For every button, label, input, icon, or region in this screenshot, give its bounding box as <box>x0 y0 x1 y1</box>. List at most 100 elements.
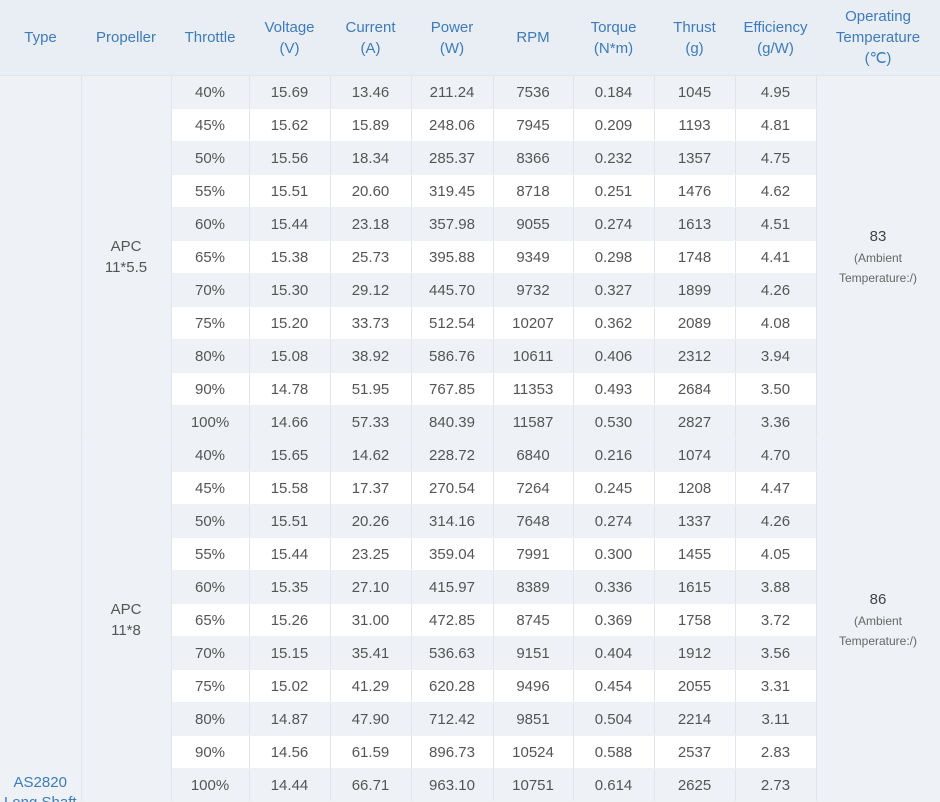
temperature-value: 83 <box>869 228 887 245</box>
thrust-cell: 1758 <box>654 603 736 637</box>
header-rpm: RPM <box>493 0 573 76</box>
rpm-cell: 7945 <box>493 108 574 142</box>
table-row: 90% 14.78 51.95 767.85 11353 0.493 2684 3.50 <box>0 372 940 406</box>
throttle-cell: 55% <box>171 537 250 571</box>
table-row: 45% 15.58 17.37 270.54 7264 0.245 1208 4.47 <box>0 471 940 505</box>
torque-cell: 0.404 <box>573 636 655 670</box>
thrust-cell: 1074 <box>654 438 736 472</box>
thrust-cell: 2312 <box>654 339 736 373</box>
efficiency-cell: 3.50 <box>735 372 817 406</box>
efficiency-cell: 3.88 <box>735 570 817 604</box>
voltage-cell: 14.66 <box>249 405 331 439</box>
efficiency-cell: 4.62 <box>735 174 817 208</box>
efficiency-cell: 3.56 <box>735 636 817 670</box>
power-cell: 357.98 <box>411 207 494 241</box>
throttle-cell: 45% <box>171 108 250 142</box>
power-cell: 314.16 <box>411 504 494 538</box>
efficiency-cell: 4.05 <box>735 537 817 571</box>
efficiency-cell: 4.75 <box>735 141 817 175</box>
efficiency-cell: 3.94 <box>735 339 817 373</box>
power-cell: 415.97 <box>411 570 494 604</box>
current-cell: 20.60 <box>330 174 412 208</box>
power-cell: 270.54 <box>411 471 494 505</box>
rpm-cell: 7991 <box>493 537 574 571</box>
thrust-cell: 1357 <box>654 141 736 175</box>
thrust-cell: 1899 <box>654 273 736 307</box>
efficiency-cell: 3.36 <box>735 405 817 439</box>
table-row: 50% 15.56 18.34 285.37 8366 0.232 1357 4.75 <box>0 141 940 175</box>
current-cell: 25.73 <box>330 240 412 274</box>
rpm-cell: 11353 <box>493 372 574 406</box>
throttle-cell: 65% <box>171 240 250 274</box>
rpm-cell: 7648 <box>493 504 574 538</box>
table-row: 80% 15.08 38.92 586.76 10611 0.406 2312 3.94 <box>0 339 940 373</box>
voltage-cell: 14.78 <box>249 372 331 406</box>
voltage-cell: 15.69 <box>249 75 331 109</box>
rpm-cell: 9851 <box>493 702 574 736</box>
efficiency-cell: 3.31 <box>735 669 817 703</box>
efficiency-cell: 4.70 <box>735 438 817 472</box>
efficiency-cell: 3.11 <box>735 702 817 736</box>
torque-cell: 0.209 <box>573 108 655 142</box>
rpm-cell: 7264 <box>493 471 574 505</box>
torque-cell: 0.336 <box>573 570 655 604</box>
thrust-cell: 2214 <box>654 702 736 736</box>
voltage-cell: 15.58 <box>249 471 331 505</box>
throttle-cell: 65% <box>171 603 250 637</box>
torque-cell: 0.406 <box>573 339 655 373</box>
efficiency-cell: 4.47 <box>735 471 817 505</box>
operating-temperature-cell: 86 (Ambient Temperature:/) <box>815 438 940 802</box>
torque-cell: 0.274 <box>573 207 655 241</box>
temperature-value: 86 <box>869 591 887 608</box>
thrust-cell: 2827 <box>654 405 736 439</box>
rpm-cell: 9151 <box>493 636 574 670</box>
torque-cell: 0.327 <box>573 273 655 307</box>
power-cell: 248.06 <box>411 108 494 142</box>
table-row: 55% 15.44 23.25 359.04 7991 0.300 1455 4.05 <box>0 537 940 571</box>
torque-cell: 0.245 <box>573 471 655 505</box>
efficiency-cell: 4.81 <box>735 108 817 142</box>
current-cell: 20.26 <box>330 504 412 538</box>
thrust-cell: 1045 <box>654 75 736 109</box>
table-header: Type Propeller Throttle Voltage (V) Curre… <box>0 0 940 76</box>
voltage-cell: 15.20 <box>249 306 331 340</box>
throttle-cell: 55% <box>171 174 250 208</box>
header-type: Type <box>0 0 81 76</box>
throttle-cell: 45% <box>171 471 250 505</box>
ambient-temperature-note: (Ambient Temperature:/) <box>838 251 918 285</box>
power-cell: 512.54 <box>411 306 494 340</box>
rpm-cell: 10207 <box>493 306 574 340</box>
torque-cell: 0.588 <box>573 735 655 769</box>
torque-cell: 0.614 <box>573 768 655 802</box>
throttle-cell: 60% <box>171 570 250 604</box>
current-cell: 61.59 <box>330 735 412 769</box>
table-row: APC 11*8 40% 15.65 14.62 228.72 6840 0.216 1074 4… <box>0 438 940 802</box>
voltage-cell: 15.02 <box>249 669 331 703</box>
throttle-cell: 100% <box>171 405 250 439</box>
power-cell: 285.37 <box>411 141 494 175</box>
torque-cell: 0.216 <box>573 438 655 472</box>
thrust-cell: 2625 <box>654 768 736 802</box>
thrust-cell: 1193 <box>654 108 736 142</box>
propeller-cell: APC 11*5.5 <box>81 75 172 439</box>
rpm-cell: 8718 <box>493 174 574 208</box>
efficiency-cell: 4.26 <box>735 504 817 538</box>
header-temperature: Operating Temperature (℃) <box>816 0 940 76</box>
current-cell: 15.89 <box>330 108 412 142</box>
torque-cell: 0.232 <box>573 141 655 175</box>
torque-cell: 0.184 <box>573 75 655 109</box>
voltage-cell: 15.65 <box>249 438 331 472</box>
efficiency-cell: 4.95 <box>735 75 817 109</box>
voltage-cell: 14.44 <box>249 768 331 802</box>
power-cell: 319.45 <box>411 174 494 208</box>
voltage-cell: 15.26 <box>249 603 331 637</box>
thrust-cell: 2089 <box>654 306 736 340</box>
rpm-cell: 10611 <box>493 339 574 373</box>
power-cell: 536.63 <box>411 636 494 670</box>
header-efficiency: Efficiency (g/W) <box>735 0 816 76</box>
throttle-cell: 70% <box>171 636 250 670</box>
voltage-cell: 14.87 <box>249 702 331 736</box>
torque-cell: 0.369 <box>573 603 655 637</box>
